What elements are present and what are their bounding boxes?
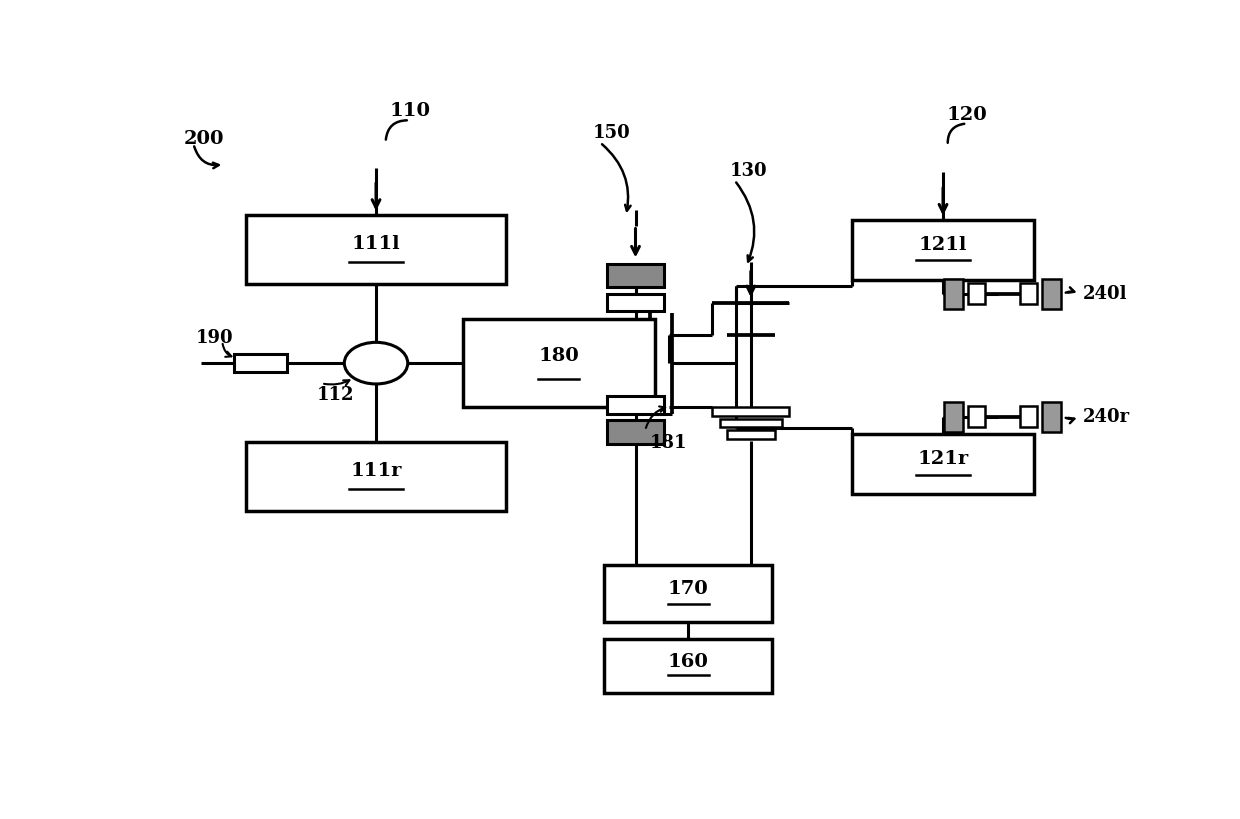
Bar (247, 215, 506, 284)
Bar (1042, 278, 1061, 309)
Bar (606, 264, 665, 287)
Text: 160: 160 (668, 653, 709, 671)
Bar (719, 419, 782, 428)
Bar (604, 565, 773, 622)
Bar (606, 264, 665, 287)
Bar (852, 434, 1034, 494)
Bar (727, 430, 775, 439)
Text: 130: 130 (729, 162, 768, 180)
Bar (968, 406, 986, 428)
Text: 240r: 240r (1083, 408, 1130, 426)
Bar (944, 278, 963, 309)
Bar (234, 355, 288, 372)
Bar (944, 401, 963, 432)
Text: 200: 200 (184, 130, 224, 148)
Text: 110: 110 (389, 102, 430, 120)
Bar (1042, 401, 1061, 432)
Bar (1042, 401, 1061, 432)
Text: 111r: 111r (350, 462, 402, 480)
Text: 121l: 121l (919, 236, 967, 254)
Bar (1019, 283, 1037, 305)
Text: 240l: 240l (1083, 285, 1127, 303)
Bar (606, 294, 665, 311)
Text: 170: 170 (668, 580, 709, 598)
Bar (604, 639, 773, 693)
Bar (606, 396, 665, 414)
Bar (1019, 406, 1037, 428)
Text: 181: 181 (650, 434, 687, 452)
Text: 112: 112 (316, 387, 353, 405)
Bar (944, 278, 963, 309)
Bar (852, 219, 1034, 279)
Text: 111l: 111l (352, 235, 401, 253)
Bar (944, 401, 963, 432)
Bar (606, 420, 665, 444)
Bar (712, 407, 789, 416)
Text: 121r: 121r (918, 450, 968, 468)
Text: 180: 180 (538, 347, 579, 365)
Bar (968, 283, 986, 305)
Text: 150: 150 (593, 124, 630, 143)
Bar (606, 420, 665, 444)
Text: 120: 120 (946, 106, 987, 124)
Bar (247, 442, 506, 511)
Text: 190: 190 (196, 329, 233, 347)
Bar (463, 319, 655, 407)
Bar (1042, 278, 1061, 309)
